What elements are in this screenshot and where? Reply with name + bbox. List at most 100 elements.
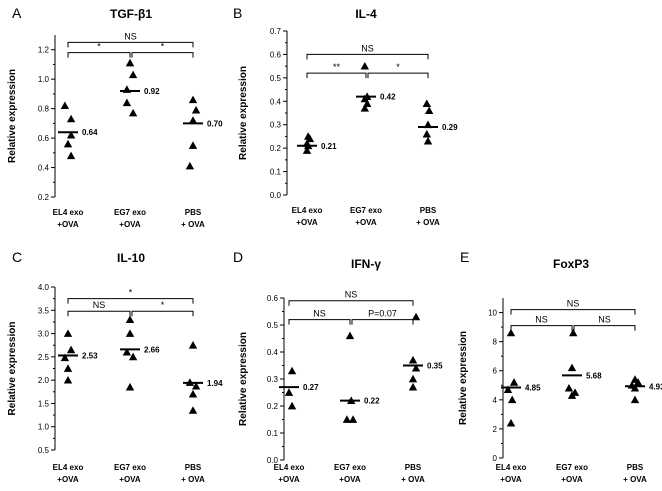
panel-b-mean-label-2: 0.29 (442, 123, 458, 132)
panel-a-xlabel-1-line2: +OVA (119, 220, 141, 229)
panel-c-xlabel-2-line1: PBS (185, 463, 202, 472)
panel-a-point-2-2 (188, 116, 198, 124)
panel-b-mean-label-0: 0.21 (321, 142, 337, 151)
panel-b-bracket-label-1: ** (333, 62, 341, 72)
panel-c-xlabel-1-line2: +OVA (119, 475, 141, 484)
panel-b-point-1-4 (360, 104, 370, 112)
panel-e-ytick-label-4: 8 (493, 338, 498, 347)
panel-c-point-0-4 (63, 375, 73, 384)
panel-a-xlabel-0-line2: +OVA (57, 220, 79, 229)
panel-e-xlabel-0-line2: +OVA (500, 475, 522, 484)
panel-d-ytick-label-6: 0.6 (267, 294, 279, 303)
panel-a-bracket-label-0: NS (124, 31, 137, 41)
panel-d-point-0-2 (287, 401, 297, 410)
panel-e-xlabel-1-line2: +OVA (561, 475, 583, 484)
panel-c-point-0-2 (60, 353, 70, 362)
panel-c-xlabel-1-line1: EG7 exo (114, 463, 146, 472)
panel-c-point-1-3 (128, 352, 138, 361)
panel-c-point-2-4 (188, 406, 198, 414)
panel-d-point-2-3 (408, 374, 418, 383)
panel-e-mean-label-2: 4.93 (649, 382, 662, 391)
panel-c-mean-label-2: 1.94 (207, 379, 223, 388)
panel-b-ytick-label-0: 0.0 (270, 191, 282, 200)
panel-b-xlabel-2-line2: + OVA (416, 218, 440, 227)
panel-c-point-0-1 (66, 345, 76, 354)
panel-e-point-2-4 (630, 395, 640, 404)
panel-c-letter: C (12, 249, 22, 265)
panel-d-title: IFN-γ (351, 257, 381, 271)
panel-e-point-0-3 (508, 395, 517, 404)
panel-e-bracket-1 (510, 325, 573, 331)
panel-c-title: IL-10 (117, 251, 145, 265)
panel-d-ytick-label-1: 0.1 (267, 429, 279, 438)
panel-b-ytick-label-5: 0.5 (270, 74, 282, 83)
panel-c-bracket-1 (67, 310, 131, 317)
panel-a-point-2-4 (185, 161, 195, 170)
panel-a-mean-label-1: 0.92 (144, 87, 160, 96)
panel-a-point-1-4 (128, 108, 138, 117)
panel-a-point-0-0 (60, 101, 70, 110)
panel-a-ytick-label-4: 1.0 (38, 75, 50, 84)
panel-b-point-0-4 (302, 146, 312, 154)
panel-b-ytick-label-4: 0.4 (270, 97, 282, 106)
panel-b-point-2-1 (424, 106, 434, 115)
panel-b-xlabel-1-line1: EG7 exo (350, 206, 382, 215)
panel-c-point-1-4 (125, 382, 135, 391)
panel-b-xlabel-2-line1: PBS (420, 206, 437, 215)
panel-c-point-2-0 (188, 341, 198, 349)
panel-b-ytick-label-6: 0.6 (270, 50, 282, 59)
panel-d-point-0-0 (287, 366, 297, 375)
panel-e-point-0-1 (509, 378, 519, 386)
panel-a-ytick-label-0: 0.2 (38, 193, 50, 202)
panel-b-mean-label-1: 0.42 (380, 93, 396, 102)
panel-d-letter: D (233, 249, 243, 265)
panel-a-bracket-label-1: * (97, 42, 101, 52)
panel-d-ytick-label-3: 0.3 (267, 375, 279, 384)
panel-d-point-1-0 (345, 331, 355, 340)
panel-a-mean-label-2: 0.70 (207, 119, 223, 128)
panel-a-point-1-0 (125, 58, 135, 67)
panel-d-xlabel-0-line2: +OVA (278, 475, 300, 484)
panel-a-point-1-1 (128, 70, 138, 79)
panel-b-xlabel-1-line2: +OVA (355, 218, 377, 227)
panel-c-ylabel: Relative expression (7, 322, 18, 416)
panel-e-xlabel-0-line1: EL4 exo (496, 463, 527, 472)
panel-d-bracket-2 (351, 319, 414, 325)
panel-c-point-0-0 (63, 329, 73, 337)
panel-b-xlabel-0-line2: +OVA (296, 218, 318, 227)
panel-c-point-0-3 (63, 364, 73, 372)
panel-c-bracket-label-1: NS (93, 300, 106, 310)
panel-a-bracket-2 (131, 52, 194, 58)
panel-e-point-1-0 (569, 328, 578, 337)
panel-e-mean-label-0: 4.85 (525, 383, 541, 392)
panel-b-bracket-0 (306, 53, 429, 60)
panel-d-mean-label-1: 0.22 (364, 397, 380, 406)
panel-d-xlabel-2-line1: PBS (405, 463, 422, 472)
panel-a-point-0-4 (66, 151, 76, 160)
panel-c-point-2-3 (188, 389, 198, 398)
panel-a-point-2-3 (188, 141, 198, 149)
panel-c-point-1-2 (122, 348, 132, 356)
panel-d-mean-label-0: 0.27 (303, 383, 319, 392)
panel-c-ytick-label-3: 2.0 (38, 376, 50, 385)
panel-c-xlabel-2-line2: + OVA (181, 475, 205, 484)
panel-e-bracket-label-1: NS (535, 315, 548, 325)
panel-b-bracket-label-0: NS (361, 43, 374, 53)
panel-e-xlabel-2-line2: + OVA (623, 475, 647, 484)
panel-c-bracket-2 (131, 310, 194, 317)
panel-d-point-0-1 (284, 388, 294, 396)
panel-d-ylabel: Relative expression (238, 332, 249, 426)
panel-e-point-0-2 (503, 385, 513, 393)
panel-c-ytick-label-2: 1.5 (38, 399, 50, 408)
panel-d-bracket-label-2: P=0.07 (368, 309, 397, 319)
panel-c-ytick-label-7: 4.0 (38, 283, 50, 292)
panel-c-point-1-1 (125, 329, 135, 337)
panel-b-letter: B (233, 5, 242, 21)
panel-a-title: TGF-β1 (110, 7, 152, 21)
panel-c-point-1-0 (125, 315, 135, 323)
panel-e-point-2-3 (630, 383, 640, 392)
panel-d-point-1-2 (342, 415, 352, 423)
panel-d-point-1-3 (348, 415, 358, 423)
